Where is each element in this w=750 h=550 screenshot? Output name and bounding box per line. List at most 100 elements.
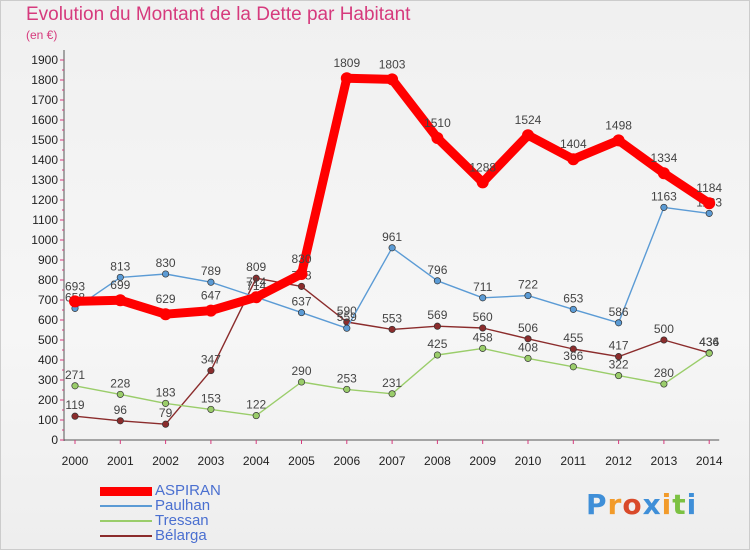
data-point-aspiran xyxy=(431,132,444,144)
y-tick-label: 300 xyxy=(38,373,58,387)
data-point-belarga xyxy=(524,335,532,343)
data-point-aspiran xyxy=(612,134,625,147)
x-tick-label: 2003 xyxy=(198,454,225,468)
data-point-aspiran xyxy=(295,268,308,280)
data-point-paulhan xyxy=(297,309,306,317)
data-label-belarga: 347 xyxy=(201,353,221,367)
data-point-aspiran xyxy=(250,291,263,304)
x-tick-label: 2008 xyxy=(424,454,451,468)
data-label-paulhan: 711 xyxy=(473,280,492,294)
data-point-tressan xyxy=(71,382,79,390)
x-tick-label: 2010 xyxy=(515,454,542,468)
x-tick-label: 2001 xyxy=(107,454,134,468)
data-point-aspiran xyxy=(522,129,534,142)
data-label-aspiran: 830 xyxy=(291,252,311,266)
legend-swatch-belarga xyxy=(100,535,152,537)
data-label-tressan: 458 xyxy=(473,330,493,344)
data-label-belarga: 455 xyxy=(563,331,583,345)
x-tick-label: 2000 xyxy=(62,454,89,468)
data-point-tressan xyxy=(252,412,260,420)
data-point-tressan xyxy=(207,405,215,413)
data-point-belarga xyxy=(71,412,79,420)
logo-letter: i xyxy=(661,488,673,521)
data-label-tressan: 434 xyxy=(699,335,719,349)
data-point-tressan xyxy=(569,363,577,371)
data-point-belarga xyxy=(569,345,577,353)
legend-swatch-paulhan xyxy=(100,505,152,507)
data-point-tressan xyxy=(162,399,170,407)
data-point-belarga xyxy=(388,325,396,333)
data-label-belarga: 590 xyxy=(337,304,357,318)
data-point-tressan xyxy=(297,378,306,386)
data-point-belarga xyxy=(297,282,306,290)
data-label-paulhan: 961 xyxy=(382,230,402,244)
data-label-belarga: 560 xyxy=(473,310,493,324)
data-point-paulhan xyxy=(433,277,441,285)
chart-subtitle: (en €) xyxy=(26,28,58,42)
data-label-belarga: 96 xyxy=(114,403,128,417)
y-tick-label: 500 xyxy=(38,333,58,347)
data-point-paulhan xyxy=(207,278,215,286)
data-point-paulhan xyxy=(569,305,577,313)
legend-label-tressan: Tressan xyxy=(155,512,209,529)
data-label-paulhan: 637 xyxy=(291,295,311,309)
proxiti-logo: Proxiti xyxy=(586,488,697,521)
data-label-paulhan: 586 xyxy=(609,305,629,319)
legend-label-aspiran: ASPIRAN xyxy=(155,482,221,499)
data-label-belarga: 500 xyxy=(654,322,674,336)
data-label-belarga: 79 xyxy=(159,406,173,420)
data-point-paulhan xyxy=(615,319,623,327)
data-point-paulhan xyxy=(660,203,668,211)
data-point-tressan xyxy=(343,385,351,393)
data-label-aspiran: 1498 xyxy=(605,118,632,132)
data-point-paulhan xyxy=(162,270,170,278)
data-point-aspiran xyxy=(476,176,489,189)
data-point-belarga xyxy=(479,324,487,332)
logo-letter: o xyxy=(622,488,643,521)
x-tick-label: 2004 xyxy=(243,454,270,468)
data-point-aspiran xyxy=(340,72,353,85)
data-label-belarga: 506 xyxy=(518,321,538,335)
data-label-tressan: 425 xyxy=(427,337,447,351)
y-tick-label: 1100 xyxy=(32,213,58,227)
data-label-tressan: 322 xyxy=(609,358,629,372)
data-point-paulhan xyxy=(388,244,396,252)
x-tick-label: 2002 xyxy=(152,454,179,468)
data-label-paulhan: 813 xyxy=(110,259,130,273)
data-label-aspiran: 1803 xyxy=(379,57,406,71)
y-tick-label: 200 xyxy=(38,393,58,407)
data-point-aspiran xyxy=(567,153,580,166)
data-label-paulhan: 796 xyxy=(427,263,447,277)
x-tick-label: 2009 xyxy=(469,454,496,468)
data-label-belarga: 119 xyxy=(65,398,84,412)
data-label-aspiran: 1809 xyxy=(333,56,360,70)
logo-letter: t xyxy=(672,488,687,521)
data-label-belarga: 553 xyxy=(382,311,402,325)
data-point-aspiran xyxy=(703,197,716,210)
data-label-aspiran: 1404 xyxy=(560,137,587,151)
x-tick-label: 2011 xyxy=(560,454,586,468)
y-tick-label: 1500 xyxy=(31,133,58,147)
data-point-paulhan xyxy=(524,292,532,300)
data-point-tressan xyxy=(116,390,124,398)
data-label-tressan: 290 xyxy=(291,364,311,378)
data-label-tressan: 122 xyxy=(246,398,266,412)
y-tick-label: 800 xyxy=(38,273,58,287)
data-point-belarga xyxy=(116,417,124,425)
y-tick-label: 1200 xyxy=(31,193,58,207)
data-point-paulhan xyxy=(479,294,487,302)
data-point-belarga xyxy=(433,322,441,330)
data-label-belarga: 569 xyxy=(427,308,447,322)
data-label-tressan: 280 xyxy=(654,366,674,380)
data-label-belarga: 436 xyxy=(699,335,719,349)
data-point-aspiran xyxy=(159,308,172,321)
data-point-tressan xyxy=(479,344,487,352)
data-label-paulhan: 722 xyxy=(518,278,538,292)
x-tick-label: 2012 xyxy=(605,454,632,468)
data-label-aspiran: 699 xyxy=(110,278,130,292)
data-label-tressan: 231 xyxy=(382,376,402,390)
data-point-belarga xyxy=(615,353,623,361)
legend-swatch-aspiran xyxy=(100,486,152,496)
data-label-tressan: 408 xyxy=(518,340,538,354)
